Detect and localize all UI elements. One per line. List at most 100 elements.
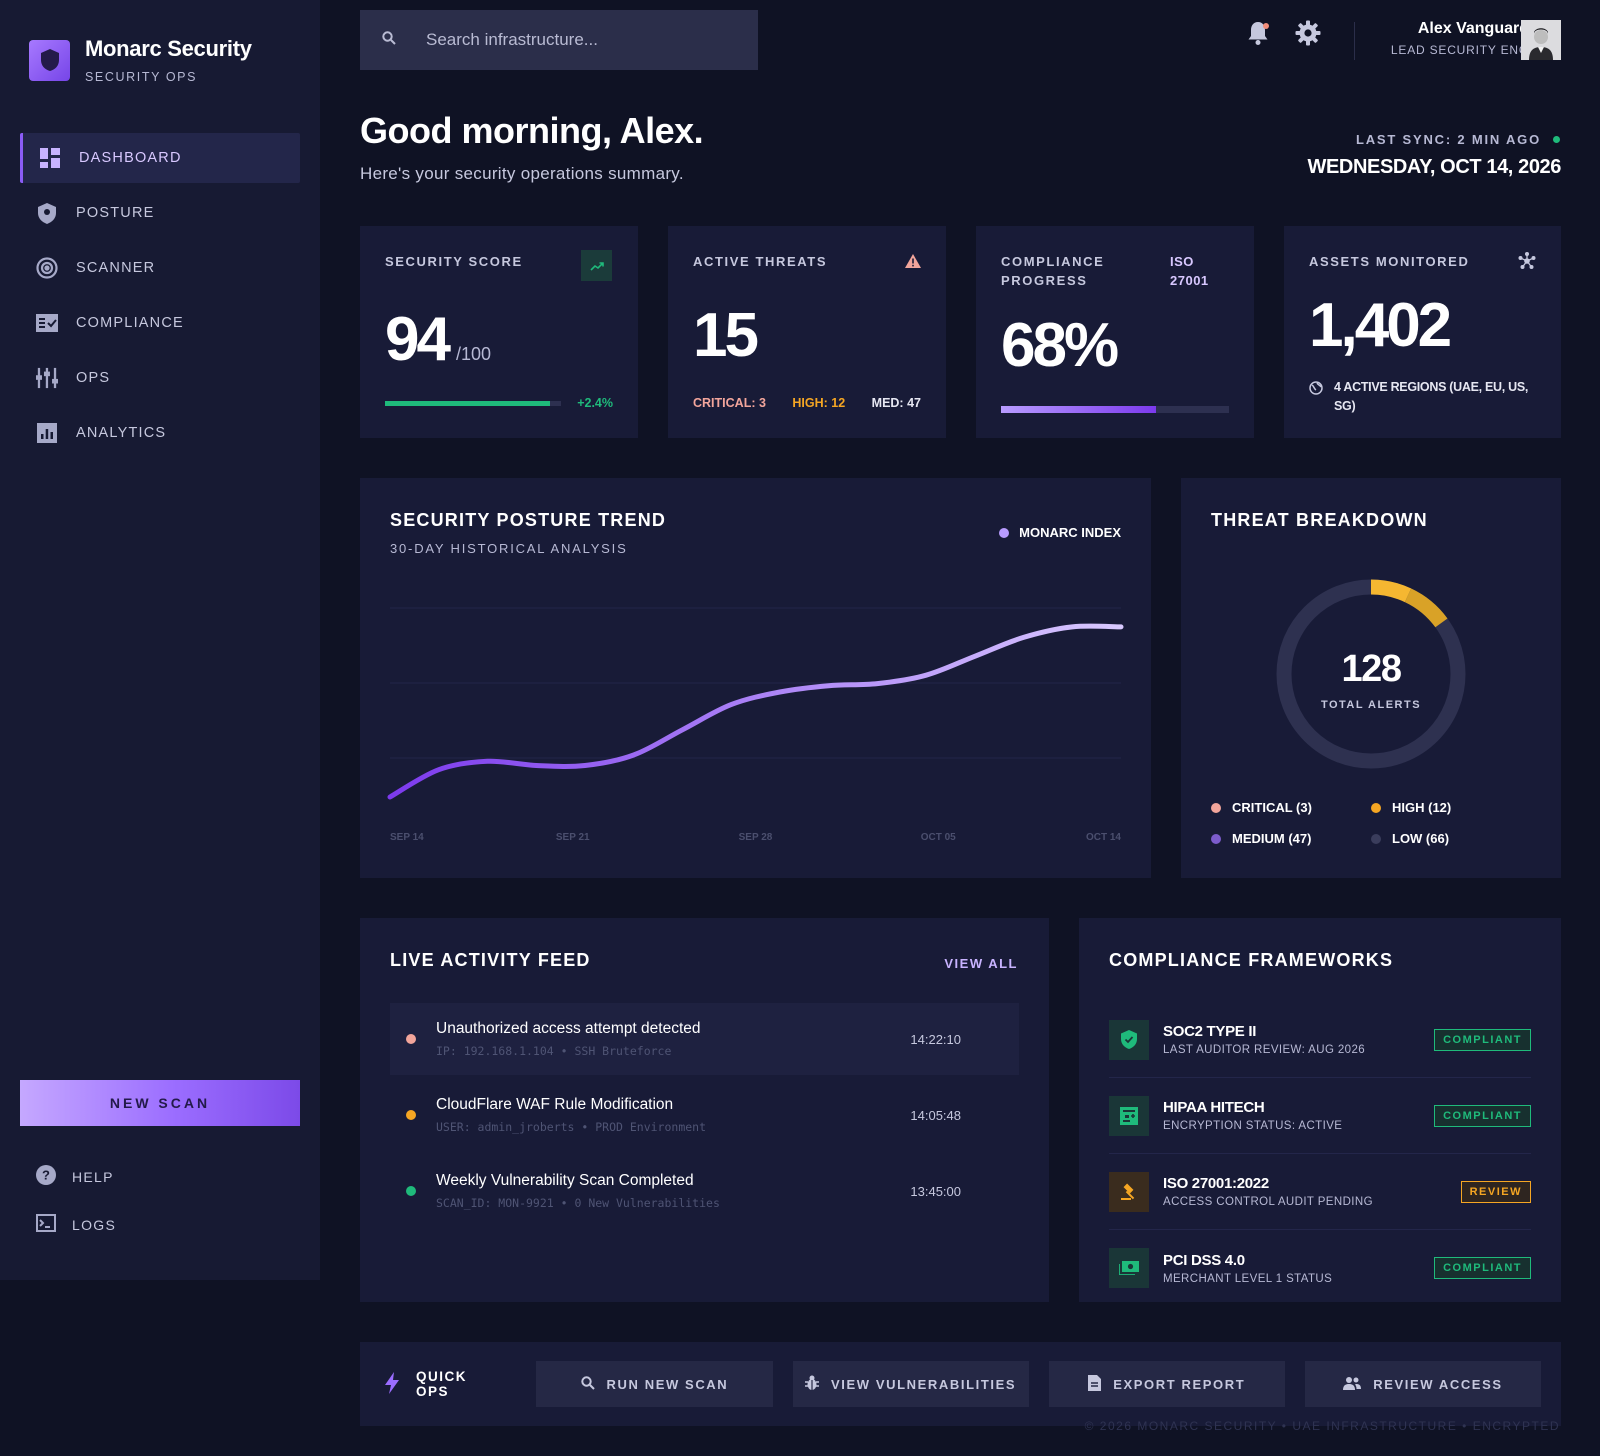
button-label: REVIEW ACCESS <box>1373 1376 1503 1392</box>
avatar[interactable] <box>1521 20 1561 60</box>
view-all-link[interactable]: VIEW ALL <box>944 956 1018 971</box>
x-tick-label: OCT 05 <box>921 832 956 843</box>
button-label: RUN NEW SCAN <box>606 1376 729 1392</box>
status-badge: COMPLIANT <box>1434 1104 1531 1127</box>
search-bar[interactable] <box>360 10 758 70</box>
document-icon <box>1088 1374 1102 1394</box>
status-badge: REVIEW <box>1460 1180 1531 1203</box>
kpi-title: SECURITY SCORE <box>385 254 523 269</box>
security-score-card[interactable]: SECURITY SCORE 94 /100 +2.4% <box>360 226 638 438</box>
framework-row[interactable]: SOC2 TYPE II LAST AUDITOR REVIEW: AUG 20… <box>1109 1002 1531 1078</box>
feed-item[interactable]: Unauthorized access attempt detected IP:… <box>390 1003 1019 1075</box>
sidebar-item-help[interactable]: ? HELP <box>36 1164 116 1189</box>
terminal-icon <box>36 1213 56 1237</box>
posture-chart[interactable]: SEP 14 SEP 21 SEP 28 OCT 05 OCT 14 <box>360 478 1151 878</box>
threat-med-count: MED: 47 <box>871 396 921 410</box>
security-score-change: +2.4% <box>577 396 613 410</box>
framework-row[interactable]: PCI DSS 4.0 MERCHANT LEVEL 1 STATUS COMP… <box>1109 1230 1531 1306</box>
run-new-scan-button[interactable]: RUN NEW SCAN <box>536 1361 773 1407</box>
sidebar-item-label: DASHBOARD <box>79 150 182 166</box>
divider <box>1354 22 1355 60</box>
threat-breakdown-title: THREAT BREAKDOWN <box>1211 510 1428 530</box>
compliance-progress-card[interactable]: COMPLIANCE PROGRESS ISO 27001 68% <box>976 226 1254 438</box>
status-dot <box>406 1186 416 1196</box>
sync-status: LAST SYNC: 2 MIN AGO <box>1356 132 1560 147</box>
brand-name: Monarc Security <box>85 36 252 61</box>
legend-swatch <box>1371 833 1381 844</box>
legend-label: MEDIUM (47) <box>1232 831 1312 846</box>
feed-item-time: 14:22:10 <box>910 1031 961 1047</box>
threat-donut-chart[interactable] <box>1181 478 1561 878</box>
status-badge: COMPLIANT <box>1434 1257 1531 1279</box>
bug-icon <box>805 1375 820 1394</box>
assets-monitored-card[interactable]: ASSETS MONITORED 1,402 4 ACTIVE REGIONS … <box>1284 226 1561 438</box>
notifications-button[interactable] <box>1243 20 1273 50</box>
verified-shield-icon <box>1109 1019 1149 1060</box>
compliance-frameworks-card: COMPLIANCE FRAMEWORKS SOC2 TYPE II LAST … <box>1079 918 1561 1302</box>
bolt-icon <box>384 1371 400 1397</box>
active-threats-card[interactable]: ACTIVE THREATS 15 CRITICAL: 3 HIGH: 12 M… <box>668 226 946 438</box>
framework-name: SOC2 TYPE II <box>1163 1023 1257 1040</box>
donut-segment <box>1276 579 1466 769</box>
user-info[interactable]: Alex Vanguard LEAD SECURITY ENG <box>1391 20 1529 57</box>
feed-item-meta: IP: 192.168.1.104 • SSH Bruteforce <box>436 1044 672 1058</box>
sidebar-item-analytics[interactable]: ANALYTICS <box>20 408 300 458</box>
globe-icon <box>1309 381 1323 416</box>
assets-monitored-value: 1,402 <box>1309 291 1452 360</box>
activity-feed-card: LIVE ACTIVITY FEED VIEW ALL Unauthorized… <box>360 918 1049 1302</box>
new-scan-button[interactable]: NEW SCAN <box>20 1080 300 1126</box>
framework-name: HIPAA HITECH <box>1163 1099 1265 1116</box>
sidebar-item-scanner[interactable]: SCANNER <box>20 243 300 293</box>
framework-row[interactable]: HIPAA HITECH ENCRYPTION STATUS: ACTIVE C… <box>1109 1078 1531 1154</box>
threat-breakdown-card: THREAT BREAKDOWN 128 TOTAL ALERTS CRITIC… <box>1181 478 1561 878</box>
brand[interactable]: Monarc Security SECURITY OPS <box>29 36 252 84</box>
legend-medium: MEDIUM (47) <box>1211 831 1371 846</box>
export-report-button[interactable]: EXPORT REPORT <box>1048 1361 1285 1407</box>
search-input[interactable] <box>426 30 746 50</box>
frameworks-list: SOC2 TYPE II LAST AUDITOR REVIEW: AUG 20… <box>1109 1002 1531 1306</box>
feed-item[interactable]: Weekly Vulnerability Scan Completed SCAN… <box>390 1155 1019 1227</box>
page-title: Good morning, Alex. <box>360 110 704 151</box>
posture-trend-card: SECURITY POSTURE TREND 30-DAY HISTORICAL… <box>360 478 1151 878</box>
feed-item-title: CloudFlare WAF Rule Modification <box>436 1096 674 1113</box>
legend-swatch <box>1371 802 1381 813</box>
sidebar-item-label: OPS <box>76 370 111 386</box>
sidebar-item-compliance[interactable]: COMPLIANCE <box>20 298 300 348</box>
sidebar-item-label: SCANNER <box>76 260 156 276</box>
feed-item-meta: SCAN_ID: MON-9921 • 0 New Vulnerabilitie… <box>436 1196 720 1210</box>
view-vulnerabilities-button[interactable]: VIEW VULNERABILITIES <box>792 1361 1029 1407</box>
sidebar: Monarc Security SECURITY OPS DASHBOARD P… <box>0 0 320 1280</box>
security-score-bar <box>385 401 561 406</box>
framework-name: ISO 27001:2022 <box>1163 1175 1269 1192</box>
framework-row[interactable]: ISO 27001:2022 ACCESS CONTROL AUDIT PEND… <box>1109 1154 1531 1230</box>
compliance-progress-bar-fill <box>1001 406 1157 413</box>
x-tick-label: SEP 28 <box>739 832 773 843</box>
status-dot <box>406 1034 416 1044</box>
chart-legend[interactable]: MONARC INDEX <box>999 525 1121 540</box>
sidebar-item-label: COMPLIANCE <box>76 315 184 331</box>
legend-critical: CRITICAL (3) <box>1211 800 1371 815</box>
kpi-title: COMPLIANCE PROGRESS <box>1001 254 1105 288</box>
kpi-title: ACTIVE THREATS <box>693 254 828 269</box>
quick-ops-title: QUICK OPS <box>416 1369 467 1399</box>
search-icon <box>580 1375 595 1393</box>
threat-legend: CRITICAL (3) HIGH (12) MEDIUM (47) LOW (… <box>1211 800 1531 846</box>
feed-item[interactable]: CloudFlare WAF Rule Modification USER: a… <box>390 1079 1019 1151</box>
compliance-progress-value: 68% <box>1001 311 1119 380</box>
assets-regions: 4 ACTIVE REGIONS (UAE, EU, US, SG) <box>1334 380 1529 413</box>
legend-swatch <box>999 527 1010 538</box>
legend-label: MONARC INDEX <box>1019 525 1121 540</box>
framework-name: PCI DSS 4.0 <box>1163 1251 1245 1269</box>
sidebar-item-logs[interactable]: LOGS <box>36 1213 116 1237</box>
review-access-button[interactable]: REVIEW ACCESS <box>1304 1361 1542 1407</box>
feed-title: LIVE ACTIVITY FEED <box>390 950 591 970</box>
hub-icon <box>1518 252 1536 275</box>
sidebar-item-ops[interactable]: OPS <box>20 353 300 403</box>
sidebar-item-posture[interactable]: POSTURE <box>20 188 300 238</box>
sidebar-item-dashboard[interactable]: DASHBOARD <box>20 133 300 183</box>
feed-item-time: 13:45:00 <box>910 1183 961 1199</box>
legend-low: LOW (66) <box>1371 831 1531 846</box>
user-name: Alex Vanguard <box>1417 20 1529 37</box>
settings-button[interactable] <box>1293 20 1323 50</box>
sidebar-item-label: ANALYTICS <box>76 425 167 441</box>
